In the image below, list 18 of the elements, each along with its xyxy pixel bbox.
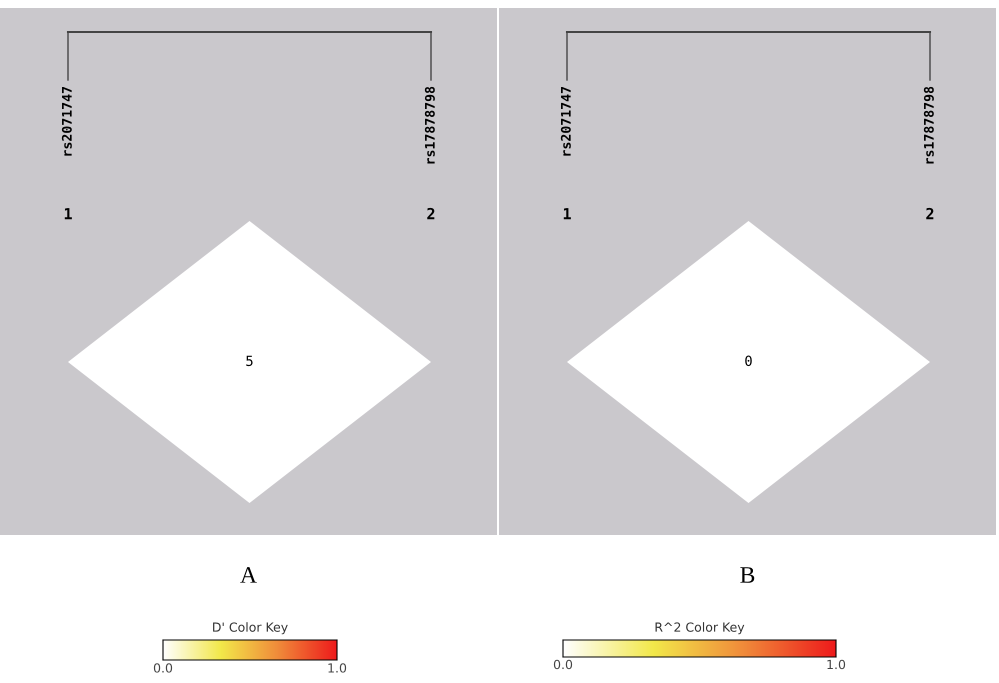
color-bar-title: D' Color Key bbox=[213, 622, 288, 634]
color-bar-title: R^2 Color Key bbox=[656, 622, 744, 634]
text: B bbox=[740, 567, 754, 583]
text: A bbox=[240, 567, 257, 583]
text: rs2071747 bbox=[560, 86, 571, 156]
data-label: 0 bbox=[745, 356, 752, 366]
text: 1 bbox=[564, 208, 571, 220]
text: 1.0 bbox=[827, 660, 846, 670]
data-label: 5 bbox=[246, 356, 253, 366]
text: rs17878798 bbox=[924, 86, 934, 164]
text: 1 bbox=[64, 208, 72, 220]
text: 2 bbox=[427, 208, 434, 220]
text: rs17878798 bbox=[424, 86, 435, 164]
text: rs2071747 bbox=[62, 86, 72, 156]
text: 2 bbox=[926, 208, 934, 220]
text: 1.0 bbox=[328, 663, 346, 673]
text: 0.0 bbox=[154, 663, 172, 673]
text: 0.0 bbox=[554, 660, 572, 670]
